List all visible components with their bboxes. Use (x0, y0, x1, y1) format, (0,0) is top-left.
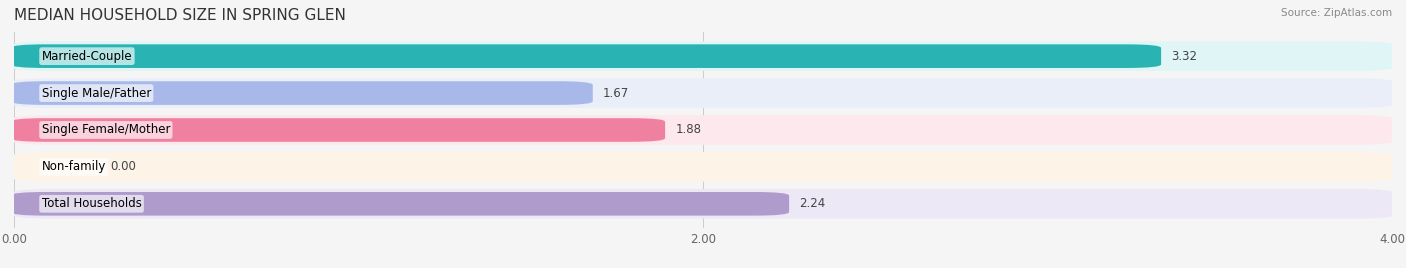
FancyBboxPatch shape (11, 41, 1395, 71)
Text: 0.00: 0.00 (111, 160, 136, 173)
Text: MEDIAN HOUSEHOLD SIZE IN SPRING GLEN: MEDIAN HOUSEHOLD SIZE IN SPRING GLEN (14, 8, 346, 23)
FancyBboxPatch shape (11, 44, 1161, 68)
FancyBboxPatch shape (11, 81, 593, 105)
Text: Single Male/Father: Single Male/Father (42, 87, 150, 100)
Text: 1.67: 1.67 (603, 87, 630, 100)
Text: Married-Couple: Married-Couple (42, 50, 132, 63)
FancyBboxPatch shape (11, 189, 1395, 219)
FancyBboxPatch shape (11, 118, 665, 142)
Text: Total Households: Total Households (42, 197, 142, 210)
FancyBboxPatch shape (11, 115, 1395, 145)
FancyBboxPatch shape (11, 78, 1395, 108)
FancyBboxPatch shape (11, 152, 1395, 182)
Text: Non-family: Non-family (42, 160, 105, 173)
Text: 3.32: 3.32 (1171, 50, 1198, 63)
Text: Source: ZipAtlas.com: Source: ZipAtlas.com (1281, 8, 1392, 18)
Text: Single Female/Mother: Single Female/Mother (42, 124, 170, 136)
FancyBboxPatch shape (11, 192, 789, 216)
Text: 1.88: 1.88 (675, 124, 702, 136)
Text: 2.24: 2.24 (800, 197, 825, 210)
